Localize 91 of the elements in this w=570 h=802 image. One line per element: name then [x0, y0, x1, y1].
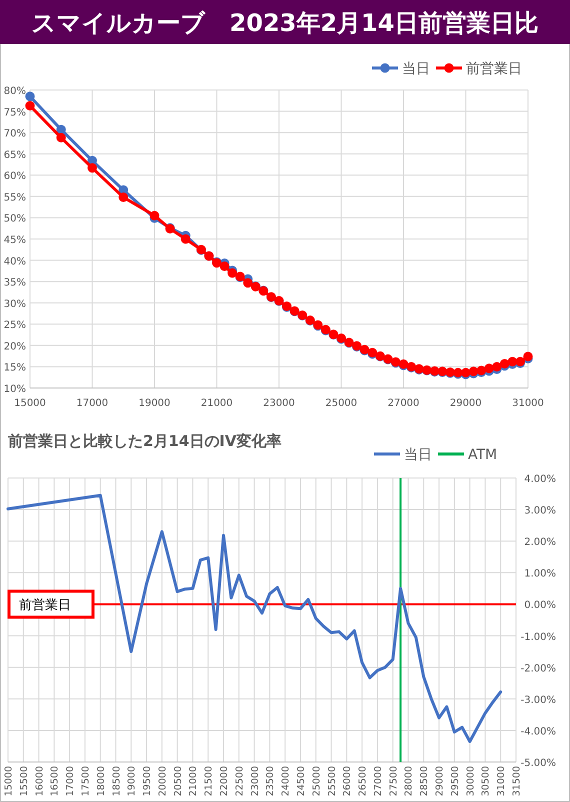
- x-tick-label: 21500: [204, 766, 215, 796]
- point: [25, 101, 35, 110]
- x-tick-label: 20000: [157, 766, 168, 796]
- y-tick-label: 20%: [4, 341, 26, 352]
- legend-label: ATM: [468, 447, 498, 463]
- y-tick-label: -1.00%: [520, 632, 556, 643]
- x-tick-label: 15000: [14, 398, 46, 409]
- y-tick-label: 45%: [4, 235, 26, 246]
- y-tick-label: -2.00%: [520, 663, 556, 674]
- x-tick-label: 17000: [76, 398, 108, 409]
- x-tick-label: 21000: [200, 398, 233, 409]
- x-tick-label: 27500: [388, 766, 400, 796]
- point: [56, 132, 66, 142]
- x-tick-label: 19000: [138, 398, 170, 409]
- x-tick-label: 23000: [250, 766, 261, 796]
- y-tick-label: -3.00%: [520, 694, 556, 706]
- x-tick-label: 23500: [265, 766, 276, 796]
- x-tick-label: 21000: [188, 766, 200, 796]
- x-tick-label: 25000: [311, 766, 322, 796]
- x-tick-label: 31000: [496, 766, 508, 796]
- x-tick-label: 20500: [172, 766, 184, 796]
- y-tick-label: 50%: [4, 214, 26, 225]
- y-tick-label: 60%: [4, 171, 26, 182]
- y-tick-label: 15%: [4, 362, 26, 374]
- y-tick-label: -5.00%: [520, 758, 556, 769]
- legend-label: 当日: [404, 447, 432, 463]
- point: [118, 192, 128, 202]
- x-tick-label: 31500: [512, 766, 522, 796]
- y-tick-label: -4.00%: [520, 726, 556, 738]
- point: [243, 278, 253, 288]
- x-tick-label: 30000: [465, 766, 476, 796]
- x-tick-label: 29000: [450, 398, 482, 409]
- x-tick-label: 17500: [80, 766, 92, 796]
- point: [500, 358, 510, 368]
- x-tick-label: 29500: [450, 766, 461, 796]
- x-tick-label: 16500: [50, 766, 61, 796]
- point: [180, 234, 190, 244]
- legend-label: 当日: [402, 61, 430, 77]
- x-tick-label: 19500: [142, 766, 154, 796]
- x-tick-label: 23000: [263, 398, 295, 409]
- x-tick-label: 29000: [434, 766, 446, 796]
- y-tick-label: 80%: [4, 86, 26, 97]
- x-tick-label: 24500: [296, 766, 307, 796]
- y-tick-label: 2.00%: [524, 537, 556, 548]
- point: [492, 362, 502, 372]
- x-tick-label: 18000: [96, 766, 107, 796]
- point: [25, 92, 35, 102]
- x-tick-label: 15500: [18, 766, 30, 796]
- chart-title: 前営業日と比較した2月14日のIV変化率: [7, 432, 282, 450]
- y-tick-label: 70%: [4, 128, 26, 140]
- x-tick-label: 25500: [326, 766, 338, 796]
- x-tick-label: 26000: [342, 766, 354, 796]
- point: [56, 124, 66, 134]
- point: [508, 356, 518, 366]
- y-tick-label: 35%: [4, 278, 26, 289]
- x-tick-label: 25000: [325, 398, 358, 409]
- point: [150, 210, 160, 220]
- x-tick-label: 28000: [404, 766, 415, 796]
- x-tick-label: 17000: [65, 766, 76, 796]
- y-tick-label: 40%: [4, 256, 26, 268]
- legend-label: 前営業日: [466, 61, 522, 77]
- point: [484, 364, 494, 374]
- x-tick-label: 15000: [4, 766, 14, 796]
- y-tick-label: 30%: [4, 298, 26, 310]
- x-tick-label: 28500: [419, 766, 430, 796]
- y-tick-label: 65%: [4, 150, 26, 161]
- y-tick-label: 75%: [4, 107, 26, 118]
- x-tick-label: 31000: [512, 398, 544, 409]
- chart-title: スマイルカーブ 2023年2月14日前営業日比: [32, 9, 538, 37]
- x-tick-label: 22000: [219, 766, 230, 796]
- x-tick-label: 30500: [480, 766, 492, 796]
- ref-line-label: 前営業日: [19, 598, 71, 614]
- x-tick-label: 26500: [358, 766, 369, 796]
- x-tick-label: 19000: [126, 766, 138, 796]
- y-tick-label: 55%: [4, 192, 26, 204]
- point: [228, 268, 238, 278]
- x-tick-label: 24000: [280, 766, 292, 796]
- x-tick-label: 27000: [388, 398, 420, 409]
- line-series: [6, 494, 502, 743]
- point: [220, 261, 230, 271]
- x-tick-label: 22500: [234, 766, 246, 796]
- x-tick-label: 27000: [372, 766, 384, 796]
- y-tick-label: 10%: [4, 384, 26, 395]
- y-tick-label: 25%: [4, 320, 26, 332]
- y-tick-label: 1.00%: [524, 568, 556, 580]
- y-tick-label: 0.00%: [524, 600, 556, 612]
- y-tick-label: 3.00%: [524, 506, 556, 517]
- y-tick-label: 4.00%: [524, 474, 556, 485]
- x-tick-label: 18500: [111, 766, 122, 796]
- x-tick-label: 16000: [34, 766, 46, 796]
- point: [88, 163, 97, 173]
